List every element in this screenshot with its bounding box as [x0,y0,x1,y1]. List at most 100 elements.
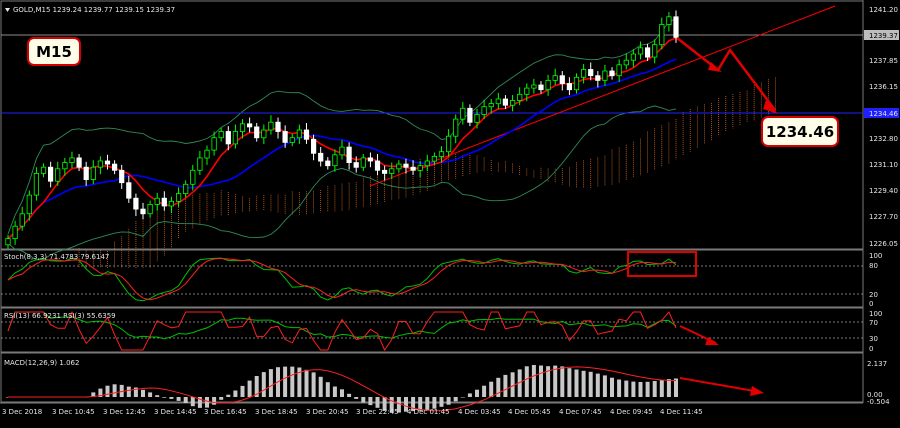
macd-bar [631,381,636,397]
macd-bar [297,367,302,397]
candle-body [161,197,167,207]
macd-bar [595,373,600,397]
stoch-label: Stoch(8,3,3) 71.4783 79.6147 [4,253,109,261]
macd-bar [347,393,352,397]
macd-bar [602,375,607,397]
macd-bar [567,368,572,397]
candle-body [367,157,374,162]
macd-bar [375,397,380,408]
macd-bar [205,397,209,408]
macd-bar [340,389,344,397]
ichimoku-cloud [78,77,776,269]
time-label: 4 Dec 11:45 [660,408,703,416]
main-panel-frame [0,0,864,250]
candle-body [517,93,523,101]
macd-bar [233,390,238,397]
candle-body [232,131,238,145]
candle-body [126,182,132,199]
macd-bar [148,392,153,397]
stoch-panel-frame [0,249,864,308]
macd-bar [496,377,501,397]
stoch-k-line [7,257,677,302]
timeframe-label: M15 [36,43,72,61]
candle-body [410,166,416,171]
macd-bar [553,365,558,397]
candle-body [353,162,359,168]
candle-body [637,47,644,55]
bollinger-upper [7,18,677,235]
macd-bar [666,379,671,397]
candle-body [97,160,103,168]
macd-bar [446,397,451,405]
macd-bar [361,397,366,403]
candle-body [630,53,637,61]
macd-bar [418,397,423,411]
arrow-head-icon [708,62,722,72]
candle-body [602,70,608,81]
macd-bar [411,397,416,412]
projection-path [676,37,776,111]
macd-bar [254,376,259,397]
rsi-level-label: 70 [869,319,878,327]
candle-body [19,213,25,227]
time-label: 3 Dec 18:45 [255,408,298,416]
price-label: 1231.10 [869,161,898,169]
candle-body [112,163,118,171]
rsi-lines [7,310,677,352]
candle-body [62,162,68,170]
target-label: 1234.46 [766,123,834,141]
macd-arrow-line [679,377,761,393]
candle-body [318,152,324,162]
trend-line [369,5,836,187]
macd-bar [105,385,110,397]
macd-bar [482,385,487,397]
candle-body [488,103,494,108]
candle-body [396,163,402,170]
candle-body [133,197,139,210]
candle-body [360,157,366,168]
candle-body [246,123,253,128]
rsi-level-label: 0 [869,345,873,353]
rsi-level-label: 100 [869,310,882,318]
macd-label: MACD(12,26,9) 1.062 [4,359,79,367]
macd-bar [183,397,188,403]
arrow-head-icon [705,337,719,345]
candle-body [552,75,558,81]
macd-bar [162,397,167,398]
candle-body [119,169,125,184]
candle-body [69,157,75,163]
candle-body [645,47,651,58]
candle-body [666,16,672,25]
macd-bar [190,397,195,407]
candle-body [33,172,40,196]
bollinger-lower [7,105,677,261]
macd-bar [610,377,614,397]
candle-body [481,106,487,115]
macd-bar [290,366,295,397]
candle-body [175,193,182,202]
triangle-down-icon[interactable] [5,8,10,12]
candle-body [303,129,310,140]
time-label: 4 Dec 05:45 [508,408,551,416]
macd-bar [98,388,103,397]
stoch-level-label: 100 [869,252,882,260]
candle-body [12,225,18,239]
bollinger-bands [7,18,677,261]
candle-body [296,129,303,139]
macd-bar [325,382,330,397]
candle-body [445,135,452,153]
macd-bar [617,379,622,397]
macd-bar [226,394,231,397]
macd-level-label: -0.504 [867,398,890,406]
rsi-level-label: 30 [869,335,878,343]
macd-bar [517,369,522,397]
stoch-level-label: 80 [869,262,878,270]
candle-body [609,70,615,77]
candle-body [204,149,210,159]
macd-bar [546,366,551,397]
candle-body [332,154,338,167]
macd-bar [382,397,387,411]
candle-body [346,146,352,164]
macd-bar [475,389,479,397]
